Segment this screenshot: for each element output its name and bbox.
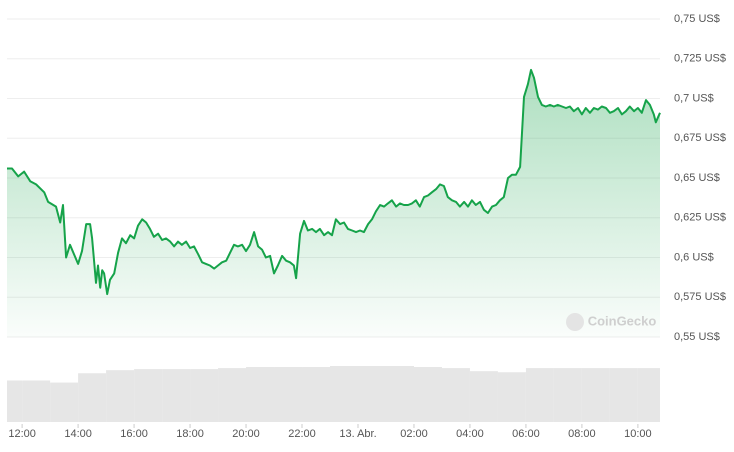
volume-bar [581,368,610,422]
x-tick-label: 06:00 [512,428,540,440]
volume-bar [7,380,23,422]
y-tick-label: 0,725 US$ [674,53,726,65]
volume-bar [497,372,526,422]
volume-bar [162,369,191,422]
plot [7,68,661,338]
volume-bar [441,368,470,422]
volume [7,366,660,422]
watermark-logo [566,313,584,331]
volume-bar [218,368,247,422]
volume-bar [330,366,358,422]
x-tick-label: 16:00 [120,428,148,440]
y-tick-label: 0,7 US$ [674,92,714,104]
y-tick-label: 0,75 US$ [674,13,720,25]
volume-bar [357,366,386,422]
y-tick-label: 0,675 US$ [674,132,726,144]
watermark: CoinGecko [588,313,657,328]
volume-bar [413,367,442,422]
volume-bar [78,373,107,422]
volume-bar [106,370,135,422]
y-tick-label: 0,55 US$ [674,331,720,343]
volume-bar [22,380,51,422]
x-tick-label: 08:00 [568,428,596,440]
volume-bar [134,369,163,422]
volume-bar [246,367,275,422]
x-tick-label: 10:00 [624,428,652,440]
x-tick-label: 22:00 [288,428,316,440]
x-tick-label: 18:00 [176,428,204,440]
y-tick-label: 0,575 US$ [674,291,726,303]
volume-bar [525,368,554,422]
grid: 0,55 US$ 0,575 US$ 0,6 US$ 0,625 US$ 0,65 US… [7,13,726,440]
x-tick-label: 14:00 [64,428,92,440]
volume-bar [190,369,219,422]
volume-bar [50,382,79,422]
y-tick-label: 0,6 US$ [674,251,714,263]
y-tick-label: 0,625 US$ [674,212,726,224]
volume-bar [609,368,638,422]
volume-bar [385,366,414,422]
volume-bar [469,371,498,422]
x-tick-label: 04:00 [456,428,484,440]
price-line [7,68,661,296]
volume-bar [274,367,303,422]
volume-bar [553,368,582,422]
area [7,69,660,338]
x-tick-label: 12:00 [8,428,36,440]
x-tick-label: 02:00 [400,428,428,440]
x-tick-label: 20:00 [232,428,260,440]
x-tick-label: 13. Abr. [339,428,376,440]
volume-bar [637,368,660,422]
y-tick-label: 0,65 US$ [674,172,720,184]
volume-bar [302,367,331,422]
